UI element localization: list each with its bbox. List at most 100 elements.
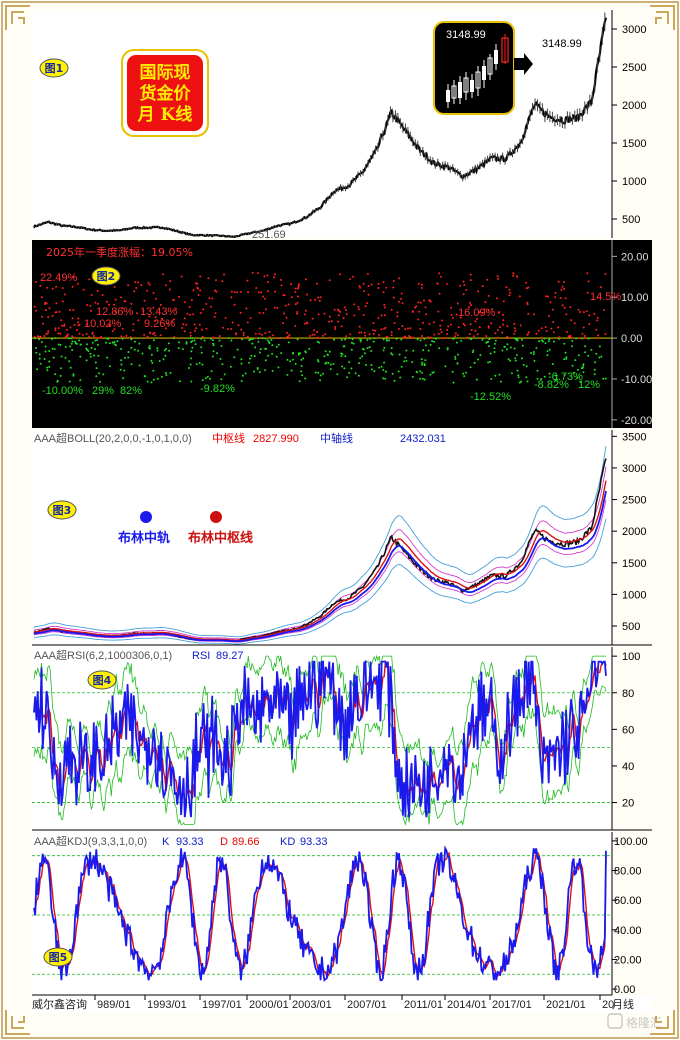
panel-3-tick-label-2: 1500: [622, 558, 646, 570]
panel-2-dot-735: [86, 348, 89, 351]
panel-2-dot-698: [604, 333, 607, 336]
panel-2-dot-171: [55, 285, 58, 288]
panel-2-dot-693: [193, 323, 196, 326]
panel-2-dot-321: [420, 358, 423, 361]
panel-2-dot-829: [43, 335, 46, 337]
panel-2-dot-554: [119, 368, 122, 371]
panel-2-dot-10: [318, 299, 321, 302]
panel-2-dot-1070: [415, 305, 418, 308]
panel-2-dot-608: [334, 328, 337, 331]
panel-2-dot-621: [65, 335, 68, 338]
panel-2-dot-301: [563, 342, 566, 345]
panel-2-dot-298: [190, 380, 193, 383]
panel-2-dot-382: [302, 357, 305, 360]
panel-3-lower-mid-band: [33, 499, 607, 643]
panel-2-dot-659: [35, 309, 38, 312]
panel-2-dot-59: [74, 336, 77, 339]
panel-2-dot-818: [468, 333, 471, 336]
panel-2-dot-802: [586, 291, 589, 294]
panel-2-dot-122: [419, 377, 422, 380]
panel-2-dot-417: [465, 371, 467, 374]
panel-2-dot-1014: [143, 375, 146, 377]
panel-2-dot-392: [501, 349, 504, 352]
panel-2-dot-453: [214, 312, 217, 315]
panel-2-dot-516: [236, 348, 239, 351]
panel-2-dot-287: [374, 329, 377, 332]
panel-2-dot-62: [485, 335, 488, 337]
panel-2-dot-44: [60, 367, 62, 370]
panel-2-dot-950: [378, 336, 381, 339]
panel-2-dot-398: [244, 372, 247, 375]
panel-2-dot-512: [44, 350, 47, 353]
panel-2-dot-219: [322, 372, 324, 375]
panel-2-dot-254: [39, 284, 42, 287]
panel-2-dot-812: [479, 354, 482, 357]
panel-2-dot-111: [195, 327, 198, 330]
panel-2-dot-1072: [85, 359, 88, 362]
panel-2-dot-58: [554, 378, 557, 381]
panel-2-dot-972: [513, 322, 516, 325]
panel-2-dot-422: [98, 372, 100, 375]
panel-5-kd-label: KD: [280, 836, 295, 848]
panel-2-dot-722: [268, 331, 271, 333]
panel-2-dot-481: [328, 320, 331, 323]
panel-2-dot-815: [574, 359, 577, 362]
panel-2-dot-294: [87, 350, 90, 352]
panel-2-dot-986: [156, 349, 159, 352]
panel-2-dot-41: [209, 377, 211, 380]
panel-2-dot-378: [383, 346, 386, 349]
panel-2-dot-822: [181, 327, 184, 329]
panel-3-tick-label-4: 2500: [622, 495, 646, 507]
panel-2-dot-285: [257, 291, 260, 294]
panel-2-dot-1032: [490, 378, 493, 380]
panel-2-dot-180: [370, 283, 373, 286]
panel-2-dot-644: [195, 282, 197, 285]
panel-2-dot-291: [462, 280, 465, 283]
panel-2-dot-795: [457, 353, 459, 356]
panel-2-dot-581: [146, 335, 149, 338]
panel-2-dot-552: [300, 364, 303, 367]
panel-2-dot-279: [287, 341, 290, 344]
panel-2-dot-732: [47, 316, 50, 319]
panel-2-dot-455: [497, 336, 500, 339]
panel-2-dot-81: [33, 335, 36, 338]
panel-2-dot-741: [44, 345, 47, 348]
panel-2-dot-1060: [329, 368, 332, 371]
panel-2-dot-718: [505, 348, 508, 351]
panel-2-dot-747: [94, 348, 96, 351]
panel-2-dot-842: [432, 371, 435, 374]
panel-2-dot-611: [440, 331, 443, 334]
panel-2-dot-289: [48, 360, 51, 363]
panel-2-dot-887: [469, 338, 472, 341]
panel-2-dot-764: [275, 345, 278, 348]
panel-2-dot-561: [155, 297, 157, 300]
panel-2-dot-51: [509, 359, 512, 362]
panel-2-dot-209: [71, 335, 74, 338]
panel-2-dot-380: [246, 279, 249, 282]
panel-2-dot-1082: [368, 333, 371, 336]
panel-4-tick-label-3: 80: [622, 688, 634, 700]
panel-5-tick-label-3: 60.00: [614, 895, 642, 907]
panel-2-dot-283: [452, 381, 455, 384]
panel-2-dot-837: [156, 347, 159, 350]
panel-2-dot-83: [159, 303, 162, 306]
panel-2-dot-493: [497, 311, 500, 314]
x-tick-label-1: 1993/01: [147, 999, 187, 1011]
panel-2-dot-840: [470, 304, 473, 307]
panel-2-dot-678: [412, 310, 415, 313]
panel-2-dot-353: [39, 362, 42, 365]
panel-2-dot-190: [89, 304, 92, 307]
panel-2-dot-404: [525, 281, 527, 284]
panel-2-dot-771: [303, 313, 306, 316]
panel-2-label-5: 16.09%: [458, 307, 496, 319]
panel-2-dot-539: [481, 338, 484, 341]
panel-5-tick-label-1: 20.00: [614, 954, 642, 966]
panel-2-dot-73: [342, 317, 345, 319]
panel-2-dot-830: [221, 280, 224, 283]
panel-2-dot-268: [439, 324, 442, 327]
panel-2-dot-121: [392, 280, 395, 283]
panel-2-dot-1079: [299, 352, 302, 355]
panel-2-dot-384: [383, 303, 386, 306]
panel-2-dot-262: [90, 346, 93, 349]
panel-2-dot-960: [316, 340, 319, 343]
